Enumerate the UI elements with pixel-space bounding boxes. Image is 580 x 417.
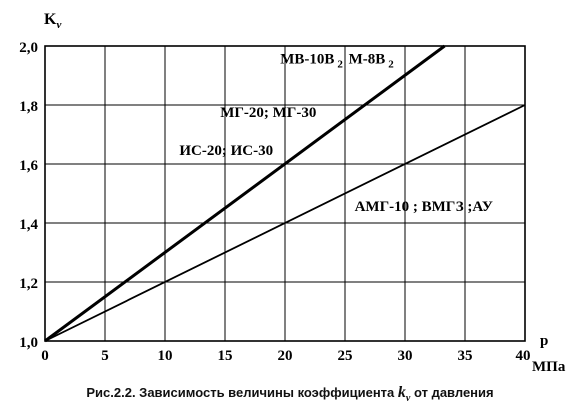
annotation-1-text: М-8В	[349, 52, 386, 68]
y-axis-label-sub: ν	[56, 19, 61, 31]
y-tick-label-3: 1,6	[19, 158, 38, 174]
annotation-4-text: АМГ-10 ; ВМГЗ ;АУ	[355, 199, 493, 215]
grid	[45, 46, 525, 341]
x-tick-label-7: 35	[458, 348, 473, 364]
x-axis-units: МПа	[532, 359, 566, 375]
y-tick-label-4: 1,8	[19, 99, 38, 115]
caption-symbol: kν	[397, 384, 411, 405]
annotation-2: МГ-20; МГ-30	[220, 105, 316, 121]
y-axis-label-main: K	[44, 11, 57, 28]
x-tick-labels: 0 5 10 15 20 25 30 35 40	[41, 348, 530, 364]
annotation-0-sub: 2	[337, 59, 343, 71]
annotation-1-sub: 2	[388, 59, 394, 71]
annotation-0-text: МВ-10В	[280, 52, 334, 68]
chart: 1,0 1,2 1,4 1,6 1,8 2,0 0 5 10 15 20 25 30 35 40 МВ-1…	[19, 11, 566, 375]
x-axis-label: р	[540, 333, 548, 349]
y-tick-label-5: 2,0	[19, 40, 38, 56]
annotation-3: ИС-20; ИС-30	[179, 143, 273, 159]
annotation-1: М-8В 2	[349, 52, 395, 71]
x-tick-label-4: 20	[278, 348, 293, 364]
plot-frame	[44, 45, 526, 342]
y-tick-label-0: 1,0	[19, 335, 38, 351]
caption-prefix: Рис.2.2. Зависимость величины коэффициен…	[86, 385, 395, 400]
x-tick-label-6: 30	[398, 348, 413, 364]
y-tick-label-1: 1,2	[19, 276, 38, 292]
caption-symbol-sub: ν	[405, 393, 411, 405]
annotation-3-text: ИС-20; ИС-30	[179, 143, 273, 159]
x-tick-label-1: 5	[101, 348, 109, 364]
x-tick-label-0: 0	[41, 348, 49, 364]
annotation-4: АМГ-10 ; ВМГЗ ;АУ	[355, 199, 493, 215]
figure-caption: Рис.2.2. Зависимость величины коэффициен…	[0, 384, 580, 404]
caption-symbol-main: k	[397, 384, 406, 401]
y-axis-label: Kν	[44, 11, 61, 31]
series-line-1	[44, 104, 526, 342]
x-tick-label-8: 40	[516, 348, 531, 364]
caption-suffix: от давления	[413, 385, 494, 400]
annotation-0: МВ-10В 2	[280, 52, 343, 71]
series-lines	[44, 44, 526, 343]
annotation-2-text: МГ-20; МГ-30	[220, 105, 316, 121]
y-tick-labels: 1,0 1,2 1,4 1,6 1,8 2,0	[19, 40, 38, 351]
y-tick-label-2: 1,4	[19, 217, 38, 233]
series-line-0	[44, 44, 446, 343]
x-tick-label-3: 15	[218, 348, 233, 364]
x-tick-label-2: 10	[158, 348, 173, 364]
x-tick-label-5: 25	[338, 348, 353, 364]
